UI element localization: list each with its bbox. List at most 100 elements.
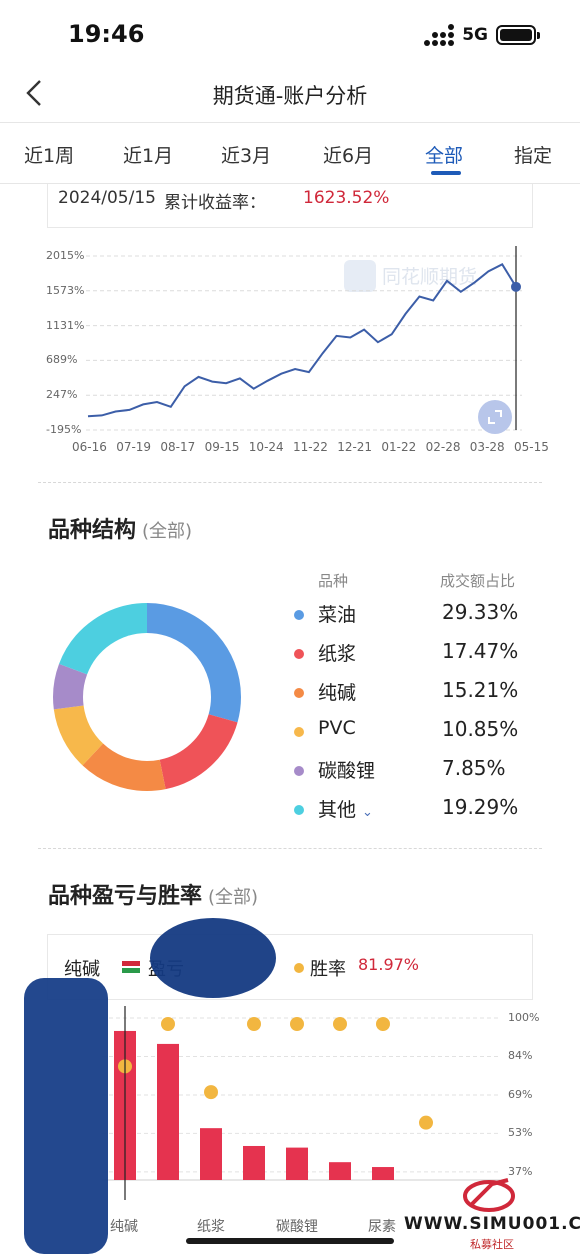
product-donut-chart[interactable] — [50, 600, 244, 794]
winrate-point — [204, 1085, 218, 1100]
legend-header-value: 成交额占比 — [440, 572, 516, 590]
tab-1w[interactable]: 近1周 — [24, 145, 75, 167]
y-tick-label: 1573% — [46, 283, 85, 297]
x-tick-label: 02-28 — [425, 440, 461, 454]
legend-header-name: 品种 — [318, 572, 349, 590]
legend-item: 碳酸锂 7.85% — [294, 756, 534, 786]
pl-subtitle: (全部) — [208, 887, 259, 908]
structure-subtitle: (全部) — [142, 521, 193, 542]
legend-value: 29.33% — [442, 600, 519, 624]
category-label: 尿素 — [368, 1219, 396, 1235]
status-indicators: 5G — [424, 24, 540, 46]
site-name: WWW.SIMU001.CN — [404, 1214, 580, 1234]
winrate-legend-dot — [294, 963, 304, 973]
site-logo-icon — [463, 1178, 515, 1212]
x-tick-label: 10-24 — [248, 440, 284, 454]
legend-value: 17.47% — [442, 639, 519, 663]
status-time: 19:46 — [68, 20, 145, 48]
summary-value: 1623.52% — [303, 188, 390, 208]
pl-bar — [329, 1162, 351, 1180]
expand-icon — [488, 410, 502, 424]
section-divider — [38, 482, 542, 483]
legend-dot — [294, 649, 304, 659]
signal-icon — [424, 24, 455, 46]
legend-name: 菜油 — [318, 604, 357, 626]
winrate-point — [376, 1017, 390, 1031]
status-bar: 19:46 5G — [0, 0, 580, 68]
legend-value: 10.85% — [442, 717, 519, 741]
x-tick-label: 07-19 — [116, 440, 152, 454]
legend-value: 7.85% — [442, 756, 506, 780]
watermark-text: 同花顺期货 — [382, 266, 478, 288]
period-tabs: 近1周 近1月 近3月 近6月 全部 指定 — [0, 122, 580, 184]
legend-dot — [294, 610, 304, 620]
site-sub: 私募社区 — [470, 1238, 514, 1251]
selected-product-name: 纯碱 — [64, 959, 100, 980]
winrate-tick-label: 53% — [508, 1126, 533, 1140]
redaction-mark — [24, 978, 108, 1254]
x-tick-label: 11-22 — [293, 440, 328, 454]
pl-bar-chart[interactable]: 100% 84% 69% 53% 37% 纯碱 纸浆 碳酸锂 尿素 — [22, 1004, 558, 1254]
tab-6m[interactable]: 近6月 — [323, 145, 374, 167]
fullscreen-button[interactable] — [478, 400, 512, 434]
pl-bar — [286, 1147, 308, 1180]
page-title: 期货通-账户分析 — [212, 84, 368, 108]
legend-value: 19.29% — [442, 795, 519, 819]
structure-title: 品种结构 — [48, 518, 137, 543]
winrate-tick-label: 37% — [508, 1164, 533, 1178]
winrate-tick-label: 69% — [508, 1087, 533, 1101]
legend-name: 纸浆 — [318, 643, 357, 665]
legend-item: 纸浆 17.47% — [294, 639, 534, 669]
legend-dot — [294, 727, 304, 737]
x-tick-label: 08-17 — [160, 440, 196, 454]
chevron-down-icon[interactable]: ⌄ — [362, 805, 373, 820]
x-tick-label: 09-15 — [204, 440, 240, 454]
y-tick-label: 689% — [46, 353, 78, 367]
winrate-tick-label: 84% — [508, 1049, 533, 1063]
data-point — [511, 281, 521, 292]
bar-chart-svg — [102, 1006, 500, 1200]
donut-slice — [53, 603, 241, 791]
pl-bar — [372, 1167, 394, 1180]
winrate-point — [290, 1017, 304, 1031]
pl-detail-box[interactable]: 纯碱 盈亏 胜率 81.97% — [47, 934, 533, 1000]
back-arrow-icon[interactable] — [20, 78, 50, 108]
legend-value: 15.21% — [442, 678, 519, 702]
legend-item: 菜油 29.33% — [294, 600, 534, 630]
donut-slice — [53, 603, 241, 791]
winrate-point — [419, 1115, 433, 1130]
legend-dot — [294, 805, 304, 815]
legend-item[interactable]: 其他 ⌄ 19.29% — [294, 795, 534, 825]
line-chart-svg — [86, 246, 522, 431]
tab-3m[interactable]: 近3月 — [221, 145, 272, 167]
pl-legend-icon — [122, 961, 140, 973]
donut-slice — [53, 603, 241, 791]
y-tick-label: 2015% — [46, 249, 85, 262]
nav-bar: 期货通-账户分析 — [0, 68, 580, 120]
tab-custom[interactable]: 指定 — [514, 145, 553, 167]
legend-item: 纯碱 15.21% — [294, 678, 534, 708]
tab-all[interactable]: 全部 — [425, 145, 464, 167]
series-line — [87, 262, 517, 418]
summary-date: 2024/05/15 — [58, 188, 156, 208]
battery-icon — [496, 25, 540, 45]
section-divider — [38, 848, 542, 849]
cumulative-return-chart[interactable]: 同花顺期货 2015% 1573% 1131% 689% 247% -195% 06-16… — [22, 244, 558, 464]
pl-bar — [243, 1145, 265, 1180]
x-tick-label: 01-22 — [381, 440, 417, 454]
structure-section-title: 品种结构 (全部) — [48, 512, 192, 544]
pl-bar — [200, 1128, 222, 1180]
legend-dot — [294, 688, 304, 698]
redaction-mark — [150, 918, 276, 998]
winrate-value: 81.97% — [358, 955, 420, 974]
pl-section-title: 品种盈亏与胜率 (全部) — [48, 878, 258, 910]
winrate-point — [247, 1017, 261, 1031]
watermark-logo-icon — [344, 260, 376, 292]
legend-name: 纯碱 — [318, 682, 357, 704]
home-indicator[interactable] — [186, 1238, 394, 1244]
tab-1m[interactable]: 近1月 — [123, 145, 174, 167]
x-tick-label: 06-16 — [72, 440, 107, 454]
pl-title: 品种盈亏与胜率 — [48, 884, 203, 909]
x-tick-label: 03-28 — [469, 440, 505, 454]
category-label: 纯碱 — [110, 1219, 138, 1235]
